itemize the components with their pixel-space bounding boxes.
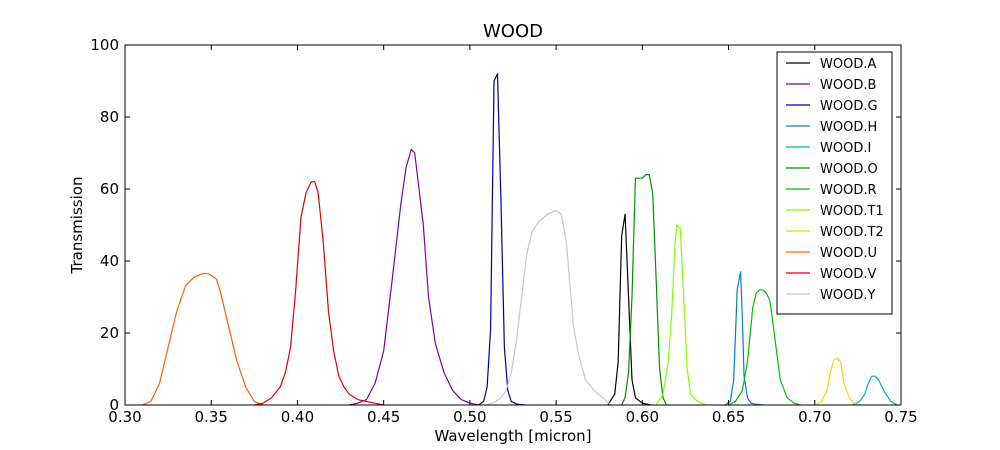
x-tick-label: 0.30	[108, 408, 141, 426]
legend-label: WOOD.T1	[820, 204, 884, 219]
series-group	[142, 73, 898, 405]
y-tick-label: 100	[90, 36, 119, 54]
legend-label: WOOD.H	[820, 120, 877, 135]
legend-label: WOOD.A	[820, 57, 876, 72]
series-line-wood-r	[728, 289, 802, 405]
series-line-wood-g	[478, 73, 526, 405]
y-tick-label: 0	[109, 396, 119, 414]
series-line-wood-i	[852, 375, 898, 405]
x-axis-label: Wavelength [micron]	[434, 427, 591, 445]
plot-frame	[124, 44, 902, 406]
x-tick-label: 0.70	[798, 408, 831, 426]
series-line-wood-u	[142, 273, 264, 405]
x-tick-label: 0.55	[539, 408, 572, 426]
y-tick-label: 20	[100, 324, 119, 342]
x-tick-label: 0.75	[884, 408, 917, 426]
legend-label: WOOD.I	[820, 141, 871, 156]
chart-title: WOOD	[483, 21, 543, 42]
x-tick-label: 0.65	[712, 408, 745, 426]
legend-label: WOOD.Y	[820, 288, 875, 303]
legend: WOOD.A WOOD.B WOOD.G WOOD.H WOOD.I WOOD.O WOOD…	[776, 51, 893, 315]
legend-label: WOOD.T2	[820, 225, 884, 240]
x-tick-label: 0.45	[367, 408, 400, 426]
legend-label: WOOD.R	[820, 183, 877, 198]
legend-label: WOOD.B	[820, 78, 876, 93]
series-line-wood-t1	[655, 224, 707, 405]
x-tick-label: 0.40	[281, 408, 314, 426]
series-line-wood-o	[621, 174, 668, 405]
series-line-wood-b	[349, 148, 479, 405]
y-axis-label: Transmission	[68, 177, 86, 275]
y-tick-label: 80	[100, 108, 119, 126]
y-tick-label: 40	[100, 252, 119, 270]
series-line-wood-t2	[816, 357, 860, 405]
legend-box	[776, 51, 893, 315]
series-line-wood-a	[607, 213, 652, 405]
legend-label: WOOD.V	[820, 267, 876, 282]
y-tick-label: 60	[100, 180, 119, 198]
legend-label: WOOD.O	[820, 162, 878, 177]
series-line-wood-y	[486, 210, 612, 405]
x-tick-label: 0.35	[195, 408, 228, 426]
x-tick-label: 0.50	[453, 408, 486, 426]
x-tick-label: 0.60	[626, 408, 659, 426]
legend-label: WOOD.G	[820, 99, 878, 114]
series-line-wood-v	[254, 181, 384, 405]
legend-label: WOOD.U	[820, 246, 877, 261]
series-line-wood-h	[724, 271, 764, 405]
